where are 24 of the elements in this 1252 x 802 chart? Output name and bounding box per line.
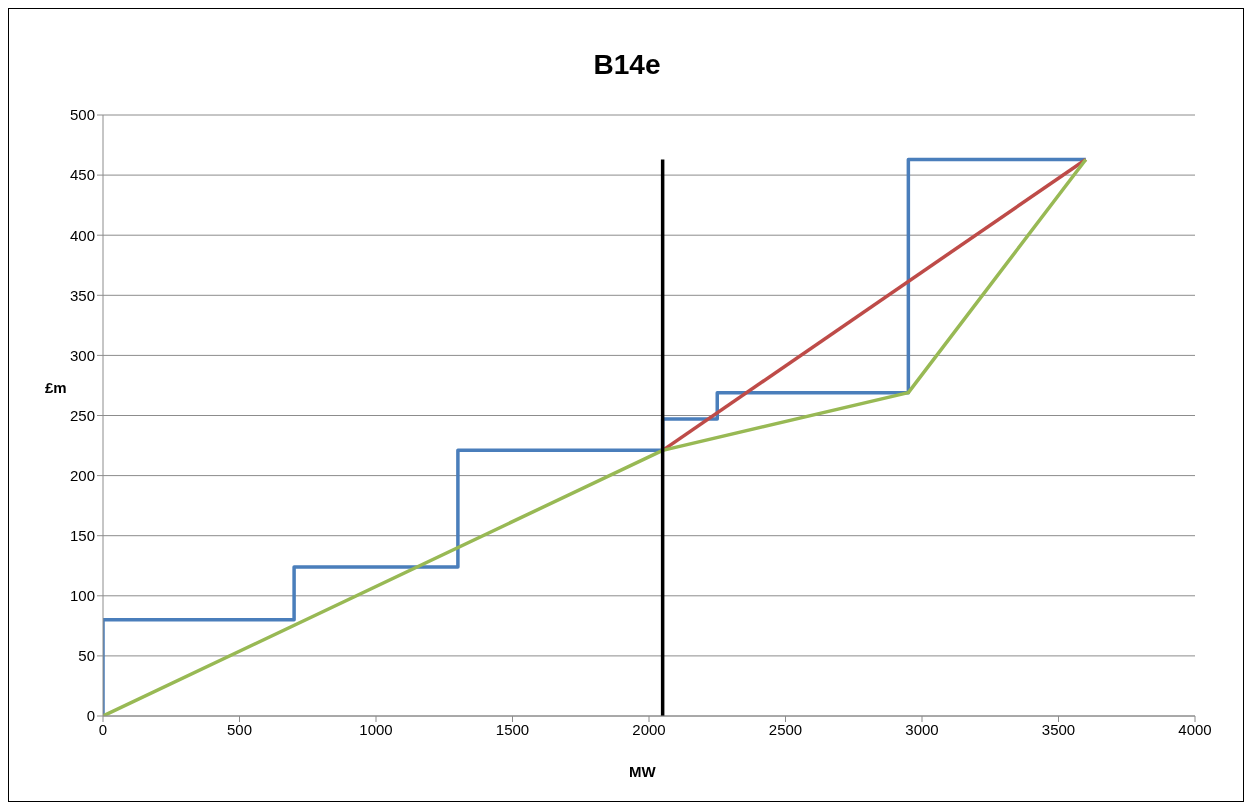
- y-axis-title: £m: [45, 379, 67, 396]
- x-tick-label: 1500: [495, 720, 530, 738]
- y-tick-label: 350: [69, 286, 95, 304]
- y-tick-label: 400: [69, 226, 95, 244]
- x-tick-label: 500: [226, 720, 253, 738]
- chart-title: B14e: [592, 49, 662, 81]
- x-axis-title: MW: [629, 763, 656, 780]
- y-tick-label: 500: [69, 106, 95, 124]
- y-tick-label: 250: [69, 406, 95, 424]
- x-tick-label: 4000: [1178, 720, 1212, 738]
- y-tick-label: 150: [69, 527, 95, 545]
- x-tick-label: 3500: [1041, 720, 1076, 738]
- x-tick-label: 0: [98, 720, 108, 738]
- y-tick-label: 300: [69, 346, 95, 364]
- x-tick-label: 1000: [359, 720, 393, 738]
- y-tick-label: 0: [86, 707, 95, 725]
- y-tick-label: 50: [78, 647, 95, 665]
- y-tick-label: 200: [69, 466, 95, 484]
- line-series: [103, 157, 1088, 716]
- x-tick-label: 2500: [768, 720, 803, 738]
- x-tick-label: 2000: [632, 720, 666, 738]
- y-tick-label: 450: [69, 166, 95, 184]
- y-tick-label: 100: [69, 587, 95, 605]
- x-tick-label: 3000: [905, 720, 939, 738]
